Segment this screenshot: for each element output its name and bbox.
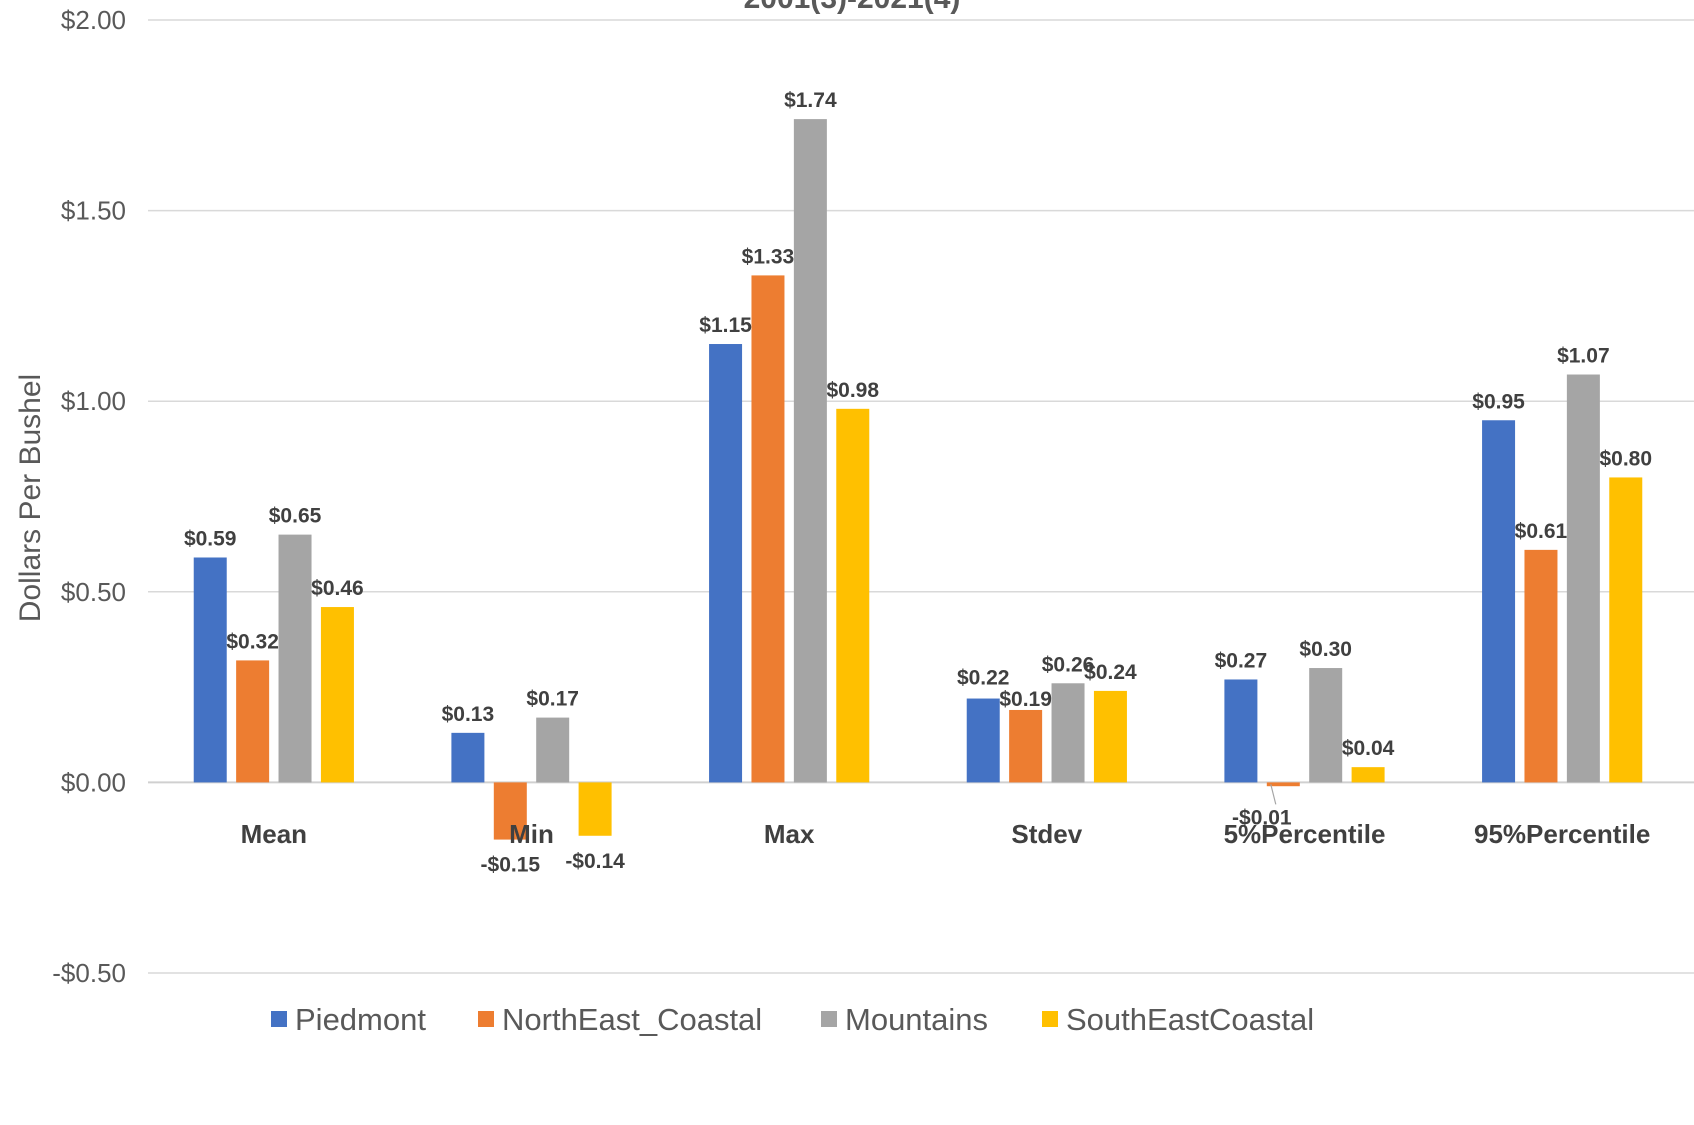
legend-label: Mountains [845, 1002, 988, 1037]
bar [278, 534, 312, 783]
bar [578, 782, 612, 836]
bar [1482, 420, 1516, 783]
data-label: $0.24 [1084, 661, 1137, 684]
y-axis-title: Dollars Per Bushel [14, 374, 47, 622]
y-tick-label: $1.50 [61, 196, 126, 226]
category-label: Stdev [1011, 819, 1082, 849]
legend-label: SouthEastCoastal [1066, 1002, 1314, 1037]
bar [1566, 374, 1600, 783]
data-label: $0.65 [269, 505, 322, 528]
y-tick-label: $0.50 [61, 577, 126, 607]
legend-swatch [478, 1011, 494, 1027]
data-labels: $0.59 $0.32 $0.65 $0.46 $0.13 -$0.15 $0.17 -$0.… [184, 89, 1652, 876]
legend-swatch [821, 1011, 837, 1027]
data-label: $0.98 [826, 379, 879, 402]
y-axis: $2.00 $1.50 $1.00 $0.50 $0.00 -$0.50 [52, 5, 126, 988]
data-label: -$0.01 [1232, 806, 1292, 829]
bar [1051, 683, 1085, 783]
data-label: -$0.15 [481, 854, 541, 877]
data-label: $0.19 [999, 688, 1052, 711]
chart-title: 2001(3)-2021(4) [744, 0, 961, 15]
leader-lines [1270, 784, 1277, 805]
legend-label: NorthEast_Coastal [502, 1002, 762, 1037]
data-label: -$0.14 [565, 850, 625, 873]
y-tick-label: -$0.50 [52, 958, 126, 988]
y-tick-label: $1.00 [61, 386, 126, 416]
category-label: Min [509, 819, 554, 849]
bar [709, 344, 743, 783]
data-label: $0.61 [1515, 520, 1568, 543]
category-label: 5%Percentile [1224, 819, 1386, 849]
leader-line [1270, 784, 1277, 805]
data-label: $0.46 [311, 577, 364, 600]
legend-label: Piedmont [295, 1002, 426, 1037]
data-label: $0.04 [1342, 737, 1395, 760]
bar [493, 782, 527, 840]
category-label: Mean [241, 819, 307, 849]
bar [236, 660, 270, 783]
category-label: Max [764, 819, 815, 849]
data-label: $0.26 [1042, 653, 1095, 676]
legend: Piedmont NorthEast_Coastal Mountains SouthE… [271, 1002, 1314, 1037]
bar [1351, 767, 1385, 783]
data-label: $0.27 [1215, 649, 1268, 672]
bar [1309, 668, 1343, 783]
legend-swatch [271, 1011, 287, 1027]
bar [1524, 549, 1558, 783]
bar [1609, 477, 1643, 783]
bar [966, 698, 1000, 783]
data-label: $1.15 [699, 314, 752, 337]
category-label: 95%Percentile [1474, 819, 1650, 849]
data-label: $0.95 [1472, 390, 1525, 413]
y-tick-label: $0.00 [61, 767, 126, 797]
bar [536, 717, 570, 783]
data-label: $1.07 [1557, 345, 1610, 368]
bar [1009, 709, 1043, 783]
bar [1266, 782, 1300, 787]
bar [451, 732, 485, 783]
data-label: $0.13 [442, 703, 495, 726]
legend-swatch [1042, 1011, 1058, 1027]
bar [320, 607, 354, 783]
data-label: $0.59 [184, 527, 237, 550]
bar [836, 408, 870, 783]
data-label: $0.32 [226, 630, 279, 653]
y-tick-label: $2.00 [61, 5, 126, 35]
data-label: $0.17 [526, 688, 579, 711]
data-label: $0.30 [1299, 638, 1352, 661]
bar [1224, 679, 1258, 783]
data-label: $1.74 [784, 89, 837, 112]
bar [793, 119, 827, 783]
data-label: $0.80 [1599, 447, 1652, 470]
bar [193, 557, 227, 783]
gridlines [148, 19, 1694, 974]
x-axis-categories: Mean Min Max Stdev 5%Percentile 95%Percentile [241, 819, 1651, 849]
bar [1093, 690, 1127, 783]
data-label: $1.33 [742, 245, 795, 268]
bar [751, 275, 785, 783]
bars [193, 119, 1643, 840]
data-label: $0.22 [957, 667, 1010, 690]
